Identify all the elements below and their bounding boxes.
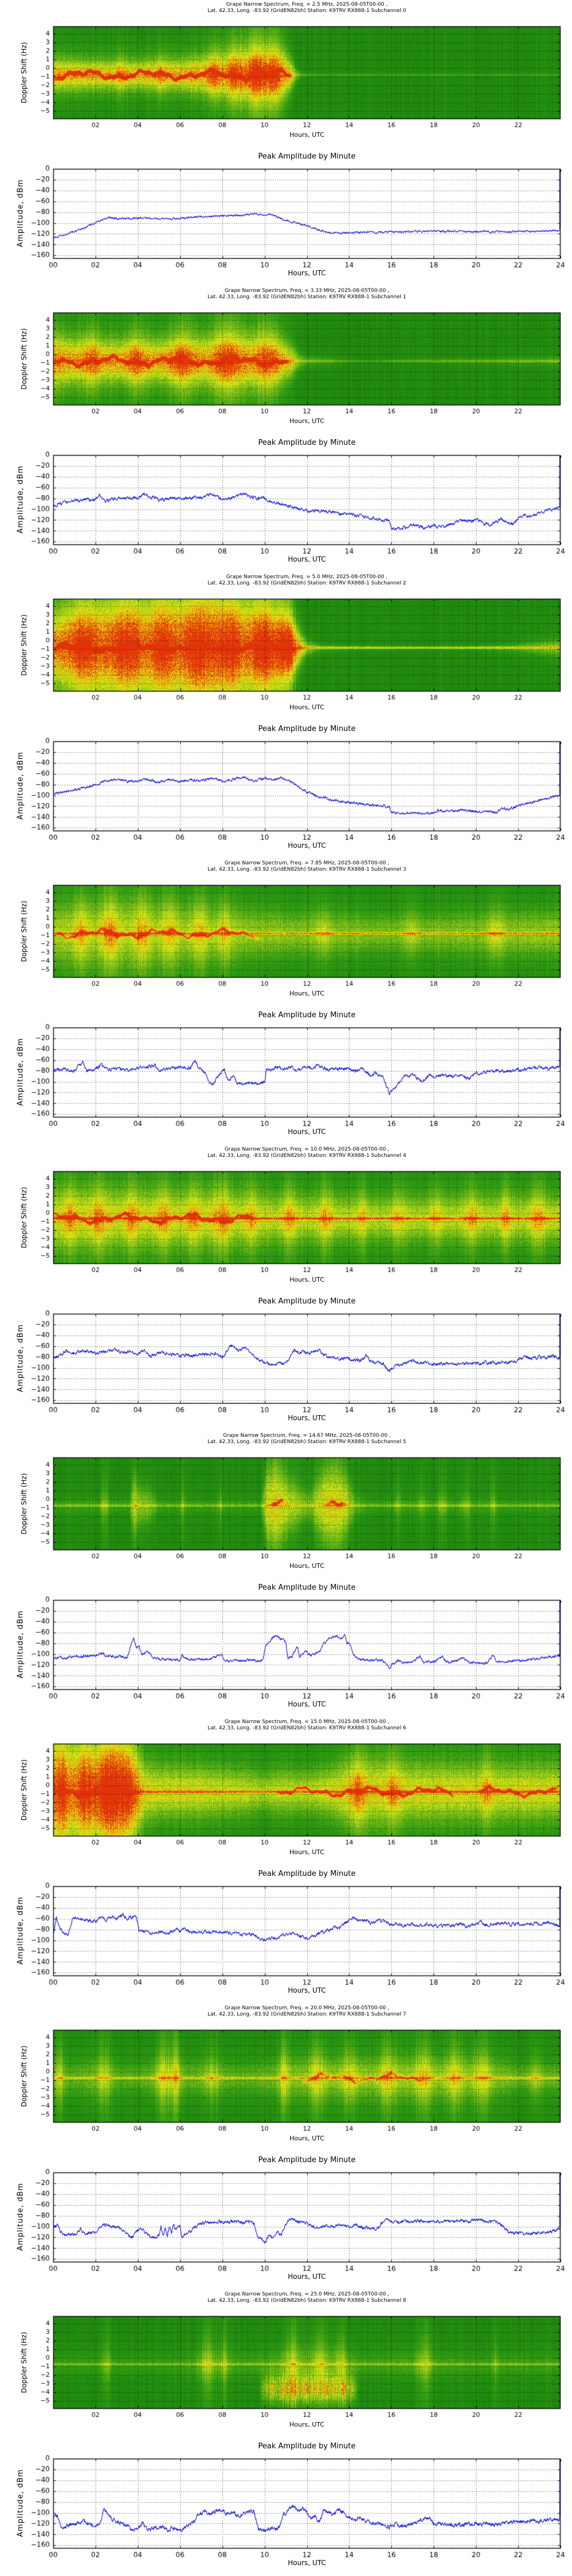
peak-amplitude-title: Peak Amplitude by Minute <box>258 1011 356 1020</box>
spectrogram-canvas <box>0 1145 572 1289</box>
subchannel-block-4: Grape Narrow Spectrum, Freq. = 10.0 MHz,… <box>0 1145 572 1431</box>
amplitude-hours-utc-label: Hours, UTC <box>288 2273 326 2281</box>
spectrogram-hours-utc-label: Hours, UTC <box>289 990 325 997</box>
spectrogram-canvas <box>0 0 572 144</box>
spectrogram-canvas <box>0 2004 572 2148</box>
spectrogram-hours-utc-label: Hours, UTC <box>289 2135 325 2142</box>
amplitude-axis-label: Amplitude, dBm <box>16 2469 25 2537</box>
amplitude-canvas <box>0 449 572 564</box>
doppler-shift-axis-label: Doppler Shift (Hz) <box>20 1187 28 1249</box>
amplitude-axis-label: Amplitude, dBm <box>16 1038 25 1106</box>
amplitude-axis-label: Amplitude, dBm <box>16 752 25 820</box>
peak-amplitude-title: Peak Amplitude by Minute <box>258 1870 356 1878</box>
spectrogram-canvas <box>0 572 572 717</box>
amplitude-axis-label: Amplitude, dBm <box>16 2183 25 2251</box>
spectrogram-hours-utc-label: Hours, UTC <box>289 131 325 139</box>
peak-amplitude-title: Peak Amplitude by Minute <box>258 152 356 161</box>
subchannel-block-3: Grape Narrow Spectrum, Freq. = 7.85 MHz,… <box>0 859 572 1145</box>
peak-amplitude-title: Peak Amplitude by Minute <box>258 1583 356 1592</box>
subchannel-block-0: Grape Narrow Spectrum, Freq. = 2.5 MHz, … <box>0 0 572 286</box>
doppler-shift-axis-label: Doppler Shift (Hz) <box>20 42 28 104</box>
doppler-shift-axis-label: Doppler Shift (Hz) <box>20 1759 28 1821</box>
amplitude-canvas <box>0 163 572 278</box>
amplitude-hours-utc-label: Hours, UTC <box>288 2559 326 2567</box>
subchannel-block-6: Grape Narrow Spectrum, Freq. = 15.0 MHz,… <box>0 1717 572 2004</box>
spectrogram-canvas <box>0 286 572 430</box>
spectrogram-canvas <box>0 1717 572 1862</box>
spectrogram-hours-utc-label: Hours, UTC <box>289 1276 325 1283</box>
amplitude-canvas <box>0 1594 572 1709</box>
amplitude-hours-utc-label: Hours, UTC <box>288 1128 326 1136</box>
subchannel-block-5: Grape Narrow Spectrum, Freq. = 14.67 MHz… <box>0 1431 572 1717</box>
amplitude-axis-label: Amplitude, dBm <box>16 1324 25 1392</box>
peak-amplitude-title: Peak Amplitude by Minute <box>258 2442 356 2451</box>
amplitude-axis-label: Amplitude, dBm <box>16 1610 25 1678</box>
spectrogram-hours-utc-label: Hours, UTC <box>289 417 325 425</box>
spectrogram-hours-utc-label: Hours, UTC <box>289 1848 325 1856</box>
amplitude-hours-utc-label: Hours, UTC <box>288 1414 326 1422</box>
subchannel-block-2: Grape Narrow Spectrum, Freq. = 5.0 MHz, … <box>0 572 572 859</box>
amplitude-hours-utc-label: Hours, UTC <box>288 841 326 850</box>
doppler-shift-axis-label: Doppler Shift (Hz) <box>20 328 28 390</box>
amplitude-canvas <box>0 736 572 850</box>
amplitude-canvas <box>0 1308 572 1423</box>
doppler-shift-axis-label: Doppler Shift (Hz) <box>20 614 28 676</box>
amplitude-canvas <box>0 1022 572 1136</box>
subchannel-block-8: Grape Narrow Spectrum, Freq. = 25.0 MHz,… <box>0 2290 572 2576</box>
spectrogram-canvas <box>0 2290 572 2434</box>
spectrogram-canvas <box>0 859 572 1003</box>
peak-amplitude-title: Peak Amplitude by Minute <box>258 725 356 733</box>
amplitude-canvas <box>0 2167 572 2281</box>
doppler-shift-axis-label: Doppler Shift (Hz) <box>20 1473 28 1535</box>
peak-amplitude-title: Peak Amplitude by Minute <box>258 2156 356 2164</box>
spectrogram-hours-utc-label: Hours, UTC <box>289 704 325 711</box>
peak-amplitude-title: Peak Amplitude by Minute <box>258 438 356 447</box>
doppler-shift-axis-label: Doppler Shift (Hz) <box>20 2332 28 2393</box>
spectrogram-hours-utc-label: Hours, UTC <box>289 2421 325 2428</box>
amplitude-axis-label: Amplitude, dBm <box>16 465 25 534</box>
subchannel-block-7: Grape Narrow Spectrum, Freq. = 20.0 MHz,… <box>0 2004 572 2290</box>
doppler-shift-axis-label: Doppler Shift (Hz) <box>20 900 28 962</box>
amplitude-canvas <box>0 2453 572 2567</box>
spectrogram-hours-utc-label: Hours, UTC <box>289 1562 325 1570</box>
amplitude-axis-label: Amplitude, dBm <box>16 179 25 247</box>
amplitude-hours-utc-label: Hours, UTC <box>288 1986 326 1994</box>
peak-amplitude-title: Peak Amplitude by Minute <box>258 1297 356 1306</box>
amplitude-hours-utc-label: Hours, UTC <box>288 1700 326 1708</box>
amplitude-canvas <box>0 1880 572 1995</box>
amplitude-hours-utc-label: Hours, UTC <box>288 555 326 563</box>
doppler-shift-axis-label: Doppler Shift (Hz) <box>20 2045 28 2107</box>
amplitude-hours-utc-label: Hours, UTC <box>288 269 326 277</box>
subchannel-block-1: Grape Narrow Spectrum, Freq. = 3.33 MHz,… <box>0 286 572 572</box>
amplitude-axis-label: Amplitude, dBm <box>16 1897 25 1965</box>
spectrogram-canvas <box>0 1431 572 1575</box>
